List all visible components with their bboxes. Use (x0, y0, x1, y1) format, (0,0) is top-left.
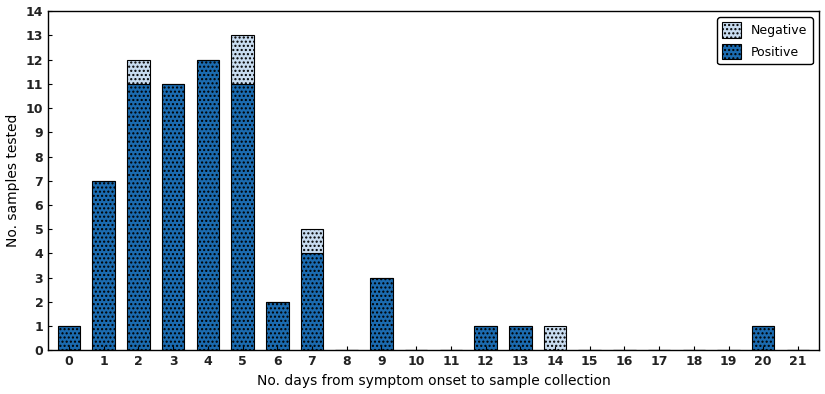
Bar (127, 59, 149, 84)
Bar (231, 84, 254, 350)
Y-axis label: No. samples tested: No. samples tested (7, 114, 21, 247)
Bar (509, 326, 531, 350)
Bar (370, 278, 393, 350)
Bar (196, 59, 219, 350)
Bar (231, 35, 254, 84)
Bar (92, 181, 115, 350)
Bar (266, 302, 289, 350)
Bar (300, 229, 323, 253)
Bar (58, 326, 80, 350)
Bar (127, 84, 149, 350)
Bar (474, 326, 497, 350)
Legend: Negative, Positive: Negative, Positive (718, 17, 813, 64)
Bar (162, 84, 185, 350)
Bar (300, 253, 323, 350)
Bar (544, 326, 566, 350)
Bar (752, 326, 775, 350)
X-axis label: No. days from symptom onset to sample collection: No. days from symptom onset to sample co… (257, 374, 610, 388)
